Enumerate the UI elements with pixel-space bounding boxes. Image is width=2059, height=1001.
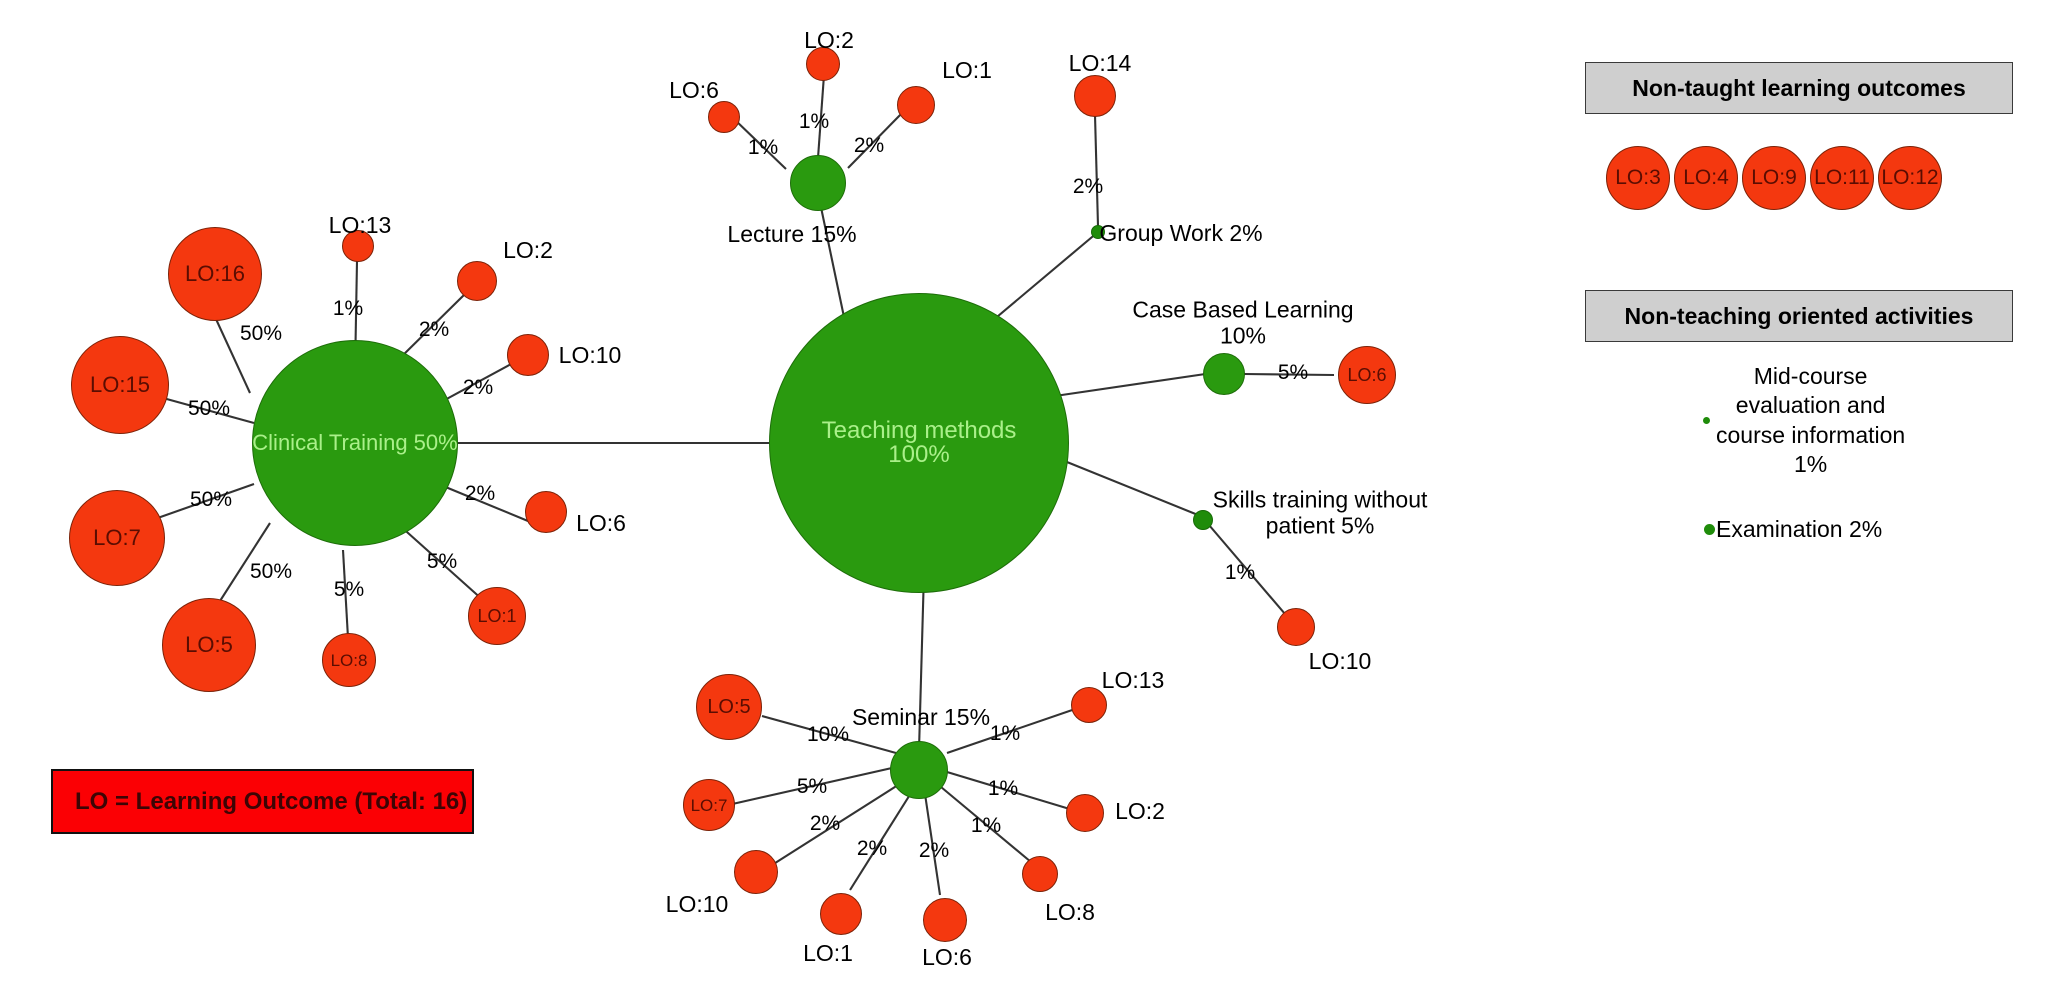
legend-lo-label: LO:9 (1751, 166, 1797, 189)
node-sem-lo13[interactable] (1071, 687, 1107, 723)
edge-ct-lo7 (151, 483, 255, 521)
edge-ct-lo15 (162, 396, 255, 425)
edge-lec-lo1 (847, 107, 908, 169)
edge-st-lo10 (1208, 524, 1292, 622)
legend-non-taught-header: Non-taught learning outcomes (1585, 62, 2013, 114)
edge-ct-lo2 (395, 292, 467, 363)
node-skills-training[interactable] (1193, 510, 1213, 530)
legend-non-teaching-header: Non-teaching oriented activities (1585, 290, 2013, 342)
node-lec-lo6[interactable] (708, 101, 740, 133)
node-sem-lo2[interactable] (1066, 794, 1104, 832)
node-label: LO:6 (1347, 365, 1387, 385)
edge-center-seminar (917, 571, 926, 751)
node-clinical-training[interactable]: Clinical Training 50% (252, 340, 458, 546)
node-sem-lo8[interactable] (1022, 856, 1058, 892)
node-st-lo10[interactable] (1277, 608, 1315, 646)
node-sem-lo10[interactable] (734, 850, 778, 894)
node-teaching-methods-label: Teaching methods 100% (821, 417, 1017, 468)
node-sem-lo7[interactable]: LO:7 (683, 779, 735, 831)
activity-examination[interactable]: Examination 2% (1704, 515, 1882, 544)
legend-lo-4[interactable]: LO:4 (1674, 146, 1738, 210)
edge-sem-lo2 (946, 770, 1074, 812)
node-ct-lo5[interactable]: LO:5 (162, 598, 256, 692)
edge-sem-lo13 (946, 706, 1082, 754)
node-ct-lo15[interactable]: LO:15 (71, 336, 169, 434)
legend-lo-12[interactable]: LO:12 (1878, 146, 1942, 210)
node-label: LO:15 (90, 372, 150, 397)
node-label: LO:8 (330, 650, 368, 670)
node-ct-lo7[interactable]: LO:7 (69, 490, 165, 586)
node-ct-lo1[interactable]: LO:1 (468, 587, 526, 645)
legend-non-taught-items: LO:3 LO:4 LO:9 LO:11 LO:12 (1606, 146, 1946, 210)
edge-sem-lo5 (761, 714, 897, 755)
legend-lo-label: LO:3 (1615, 166, 1661, 189)
node-sem-lo6[interactable] (923, 898, 967, 942)
node-label: LO:16 (185, 261, 245, 286)
node-teaching-methods[interactable]: Teaching methods 100% (769, 293, 1069, 593)
legend-lo-3[interactable]: LO:3 (1606, 146, 1670, 210)
edge-center-case-based (1054, 370, 1220, 398)
legend-lo-label: LO:12 (1881, 166, 1939, 189)
legend-lo-label: LO:11 (1814, 166, 1870, 189)
node-label: LO:7 (690, 795, 728, 815)
node-clinical-training-label: Clinical Training 50% (252, 430, 458, 455)
node-sem-lo1[interactable] (820, 893, 862, 935)
legend-non-taught-title: Non-taught learning outcomes (1632, 74, 1966, 101)
node-label: LO:5 (185, 632, 233, 657)
edge-center-group-work (984, 231, 1099, 328)
node-lecture[interactable] (790, 155, 846, 211)
edge-center-skills-training (1061, 459, 1199, 516)
node-ct-lo13[interactable] (342, 230, 374, 262)
edge-lec-lo6 (732, 117, 787, 170)
edge-ct-lo8 (341, 549, 350, 639)
edge-sem-lo6 (923, 793, 942, 896)
node-group-work[interactable] (1091, 225, 1105, 239)
node-ct-lo10[interactable] (507, 334, 549, 376)
legend-non-teaching-title: Non-teaching oriented activities (1624, 302, 1974, 329)
node-seminar[interactable] (890, 741, 948, 799)
edge-sem-lo10 (771, 784, 899, 866)
node-lec-lo1[interactable] (897, 86, 935, 124)
legend-lo-9[interactable]: LO:9 (1742, 146, 1806, 210)
legend-lo-11[interactable]: LO:11 (1810, 146, 1874, 210)
node-ct-lo8[interactable]: LO:8 (322, 633, 376, 687)
activity-label: Examination 2% (1716, 516, 1883, 542)
node-gw-lo14[interactable] (1074, 75, 1116, 117)
edge-sem-lo1 (849, 792, 912, 891)
node-label: LO:1 (477, 606, 517, 626)
node-ct-lo16[interactable]: LO:16 (168, 227, 262, 321)
edge-cbl-lo6 (1243, 372, 1335, 377)
activity-mid-course-evaluation[interactable]: Mid-course evaluation and course informati… (1703, 362, 1953, 480)
legend-lo-label: LO:4 (1683, 166, 1729, 189)
node-cbl-lo6[interactable]: LO:6 (1338, 346, 1396, 404)
edge-gw-lo14 (1093, 114, 1100, 227)
edge-sem-lo7 (727, 766, 893, 807)
node-label: LO:7 (93, 525, 141, 550)
node-lec-lo2[interactable] (806, 47, 840, 81)
green-dot-icon (1703, 417, 1710, 425)
node-case-based-learning[interactable] (1203, 353, 1245, 395)
node-label: LO:5 (707, 696, 751, 718)
green-dot-icon (1704, 524, 1715, 536)
node-sem-lo5[interactable]: LO:5 (696, 674, 762, 740)
activity-label: Mid-course evaluation and course informati… (1716, 363, 1906, 478)
lo-key-label: LO = Learning Outcome (Total: 16) (75, 787, 468, 815)
edge-lec-lo2 (816, 74, 826, 159)
node-ct-lo2[interactable] (457, 261, 497, 301)
edge-sem-lo8 (940, 786, 1032, 863)
edge-ct-lo1 (397, 523, 485, 602)
edge-center-lecture (816, 192, 846, 318)
node-ct-lo6[interactable] (525, 491, 567, 533)
lo-key-box: LO = Learning Outcome (Total: 16) (51, 769, 474, 834)
